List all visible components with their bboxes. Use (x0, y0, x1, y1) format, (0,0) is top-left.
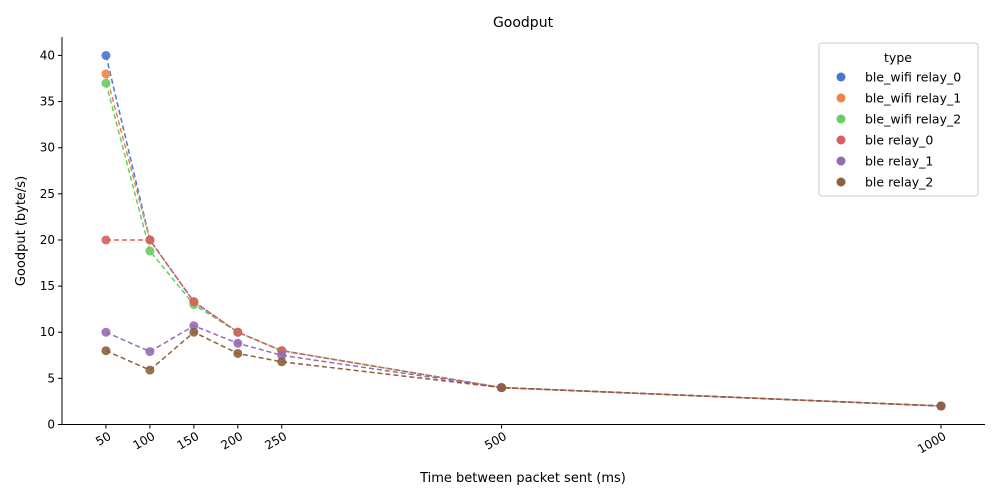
series-line-1 (105, 73, 942, 407)
data-point-3-0 (101, 235, 111, 245)
y-tick-label: 40 (40, 48, 55, 62)
legend-label: ble relay_0 (865, 133, 933, 148)
data-point-3-2 (189, 297, 199, 307)
x-tick-label: 500 (482, 429, 509, 453)
data-point-3-3 (233, 327, 243, 337)
legend-label: ble relay_1 (865, 154, 933, 169)
y-tick-label: 10 (40, 325, 55, 339)
y-tick-label: 25 (40, 187, 55, 201)
y-tick-label: 30 (40, 141, 55, 155)
legend-marker (836, 93, 846, 103)
series-line-5 (105, 331, 942, 407)
series-line-0 (105, 55, 942, 407)
x-tick-label: 150 (175, 429, 202, 453)
data-point-4-4 (277, 350, 287, 360)
series-line-4 (105, 324, 942, 407)
x-tick-label: 1000 (915, 429, 948, 456)
legend-marker (836, 72, 846, 82)
data-point-5-6 (936, 401, 946, 411)
legend-marker (836, 114, 846, 124)
y-tick-label: 35 (40, 95, 55, 109)
legend-box (818, 42, 979, 197)
y-tick-label: 20 (40, 233, 55, 247)
legend-marker (836, 177, 846, 187)
series-lines (105, 55, 942, 407)
legend-label: ble_wifi relay_2 (865, 112, 961, 127)
data-point-5-0 (101, 346, 111, 356)
legend: type ble_wifi relay_0 ble_wifi relay_1ble… (818, 42, 979, 197)
y-axis-title: Goodput (byte/s) (14, 176, 29, 286)
x-tick-label: 200 (218, 429, 245, 453)
legend-marker (836, 156, 846, 166)
series-line-3 (106, 239, 942, 407)
data-point-1-0 (101, 69, 111, 79)
data-point-4-3 (233, 338, 243, 348)
y-tick-label: 0 (47, 418, 55, 432)
legend-label: ble_wifi relay_0 (865, 70, 961, 85)
chart-title: Goodput (493, 15, 554, 31)
data-point-5-5 (497, 383, 507, 393)
legend-title: type (884, 50, 912, 65)
data-point-2-1 (145, 246, 155, 256)
data-point-2-0 (101, 78, 111, 88)
data-point-5-2 (189, 327, 199, 337)
data-point-3-1 (145, 235, 155, 245)
x-tick-label: 250 (262, 429, 289, 453)
legend-label: ble relay_2 (865, 175, 933, 190)
data-point-4-2 (189, 321, 199, 331)
data-point-4-1 (145, 347, 155, 357)
data-point-5-4 (277, 357, 287, 367)
data-point-4-0 (101, 327, 111, 337)
x-axis-title: Time between packet sent (ms) (419, 471, 626, 486)
data-point-0-0 (101, 50, 111, 60)
series-points (101, 50, 946, 411)
series-line-2 (105, 82, 942, 407)
x-tick-label: 50 (93, 429, 113, 449)
legend-marker (836, 135, 846, 145)
data-point-5-1 (145, 365, 155, 375)
data-point-5-3 (233, 348, 243, 358)
y-tick-label: 15 (40, 279, 55, 293)
legend-label: ble_wifi relay_1 (865, 91, 961, 106)
y-axis: 0 5 10 15 20 25 30 35 40 (40, 48, 62, 432)
y-tick-label: 5 (47, 371, 55, 385)
x-axis: 50 100 150 200 250 500 1000 (93, 424, 949, 456)
x-tick-label: 100 (131, 429, 158, 453)
